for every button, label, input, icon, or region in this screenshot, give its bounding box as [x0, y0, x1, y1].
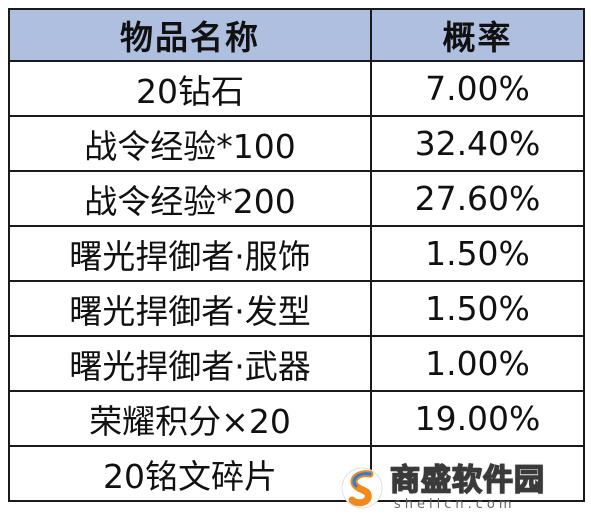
table-row: 荣耀积分×20 19.00% [8, 390, 585, 447]
item-name-cell: 战令经验*100 [8, 115, 372, 172]
item-name-cell: 荣耀积分×20 [8, 390, 372, 447]
table-row: 20钻石 7.00% [8, 60, 585, 117]
site-watermark: 商盛软件园 shellcn.com [340, 458, 588, 518]
site-logo-icon [341, 467, 383, 509]
probability-cell: 32.40% [370, 115, 585, 172]
header-probability: 概率 [370, 8, 585, 62]
probability-table-container: 物品名称 概率 20钻石 7.00% 战令经验*100 32.40% 战令经验*… [8, 8, 585, 502]
probability-cell: 1.00% [370, 335, 585, 392]
item-name-cell: 战令经验*200 [8, 170, 372, 227]
probability-cell: 7.00% [370, 60, 585, 117]
header-item-name: 物品名称 [8, 8, 372, 62]
probability-cell: 1.50% [370, 280, 585, 337]
table-row: 战令经验*200 27.60% [8, 170, 585, 227]
item-name-cell: 曙光捍御者·服饰 [8, 225, 372, 282]
item-name-cell: 曙光捍御者·武器 [8, 335, 372, 392]
item-name-cell: 20钻石 [8, 60, 372, 117]
probability-cell: 1.50% [370, 225, 585, 282]
item-name-cell: 20铭文碎片 [8, 445, 372, 502]
probability-cell [370, 445, 585, 502]
table-row: 战令经验*100 32.40% [8, 115, 585, 172]
probability-cell: 27.60% [370, 170, 585, 227]
watermark-text: 商盛软件园 shellcn.com [389, 462, 545, 512]
probability-table: 物品名称 概率 20钻石 7.00% 战令经验*100 32.40% 战令经验*… [8, 8, 585, 502]
table-row: 曙光捍御者·发型 1.50% [8, 280, 585, 337]
table-header-row: 物品名称 概率 [8, 8, 585, 62]
probability-cell: 19.00% [370, 390, 585, 447]
item-name-cell: 曙光捍御者·发型 [8, 280, 372, 337]
watermark-cn: 商盛软件园 [389, 462, 545, 498]
table-row: 曙光捍御者·武器 1.00% [8, 335, 585, 392]
table-row: 20铭文碎片 [8, 445, 585, 502]
table-row: 曙光捍御者·服饰 1.50% [8, 225, 585, 282]
watermark-en: shellcn.com [394, 496, 516, 512]
